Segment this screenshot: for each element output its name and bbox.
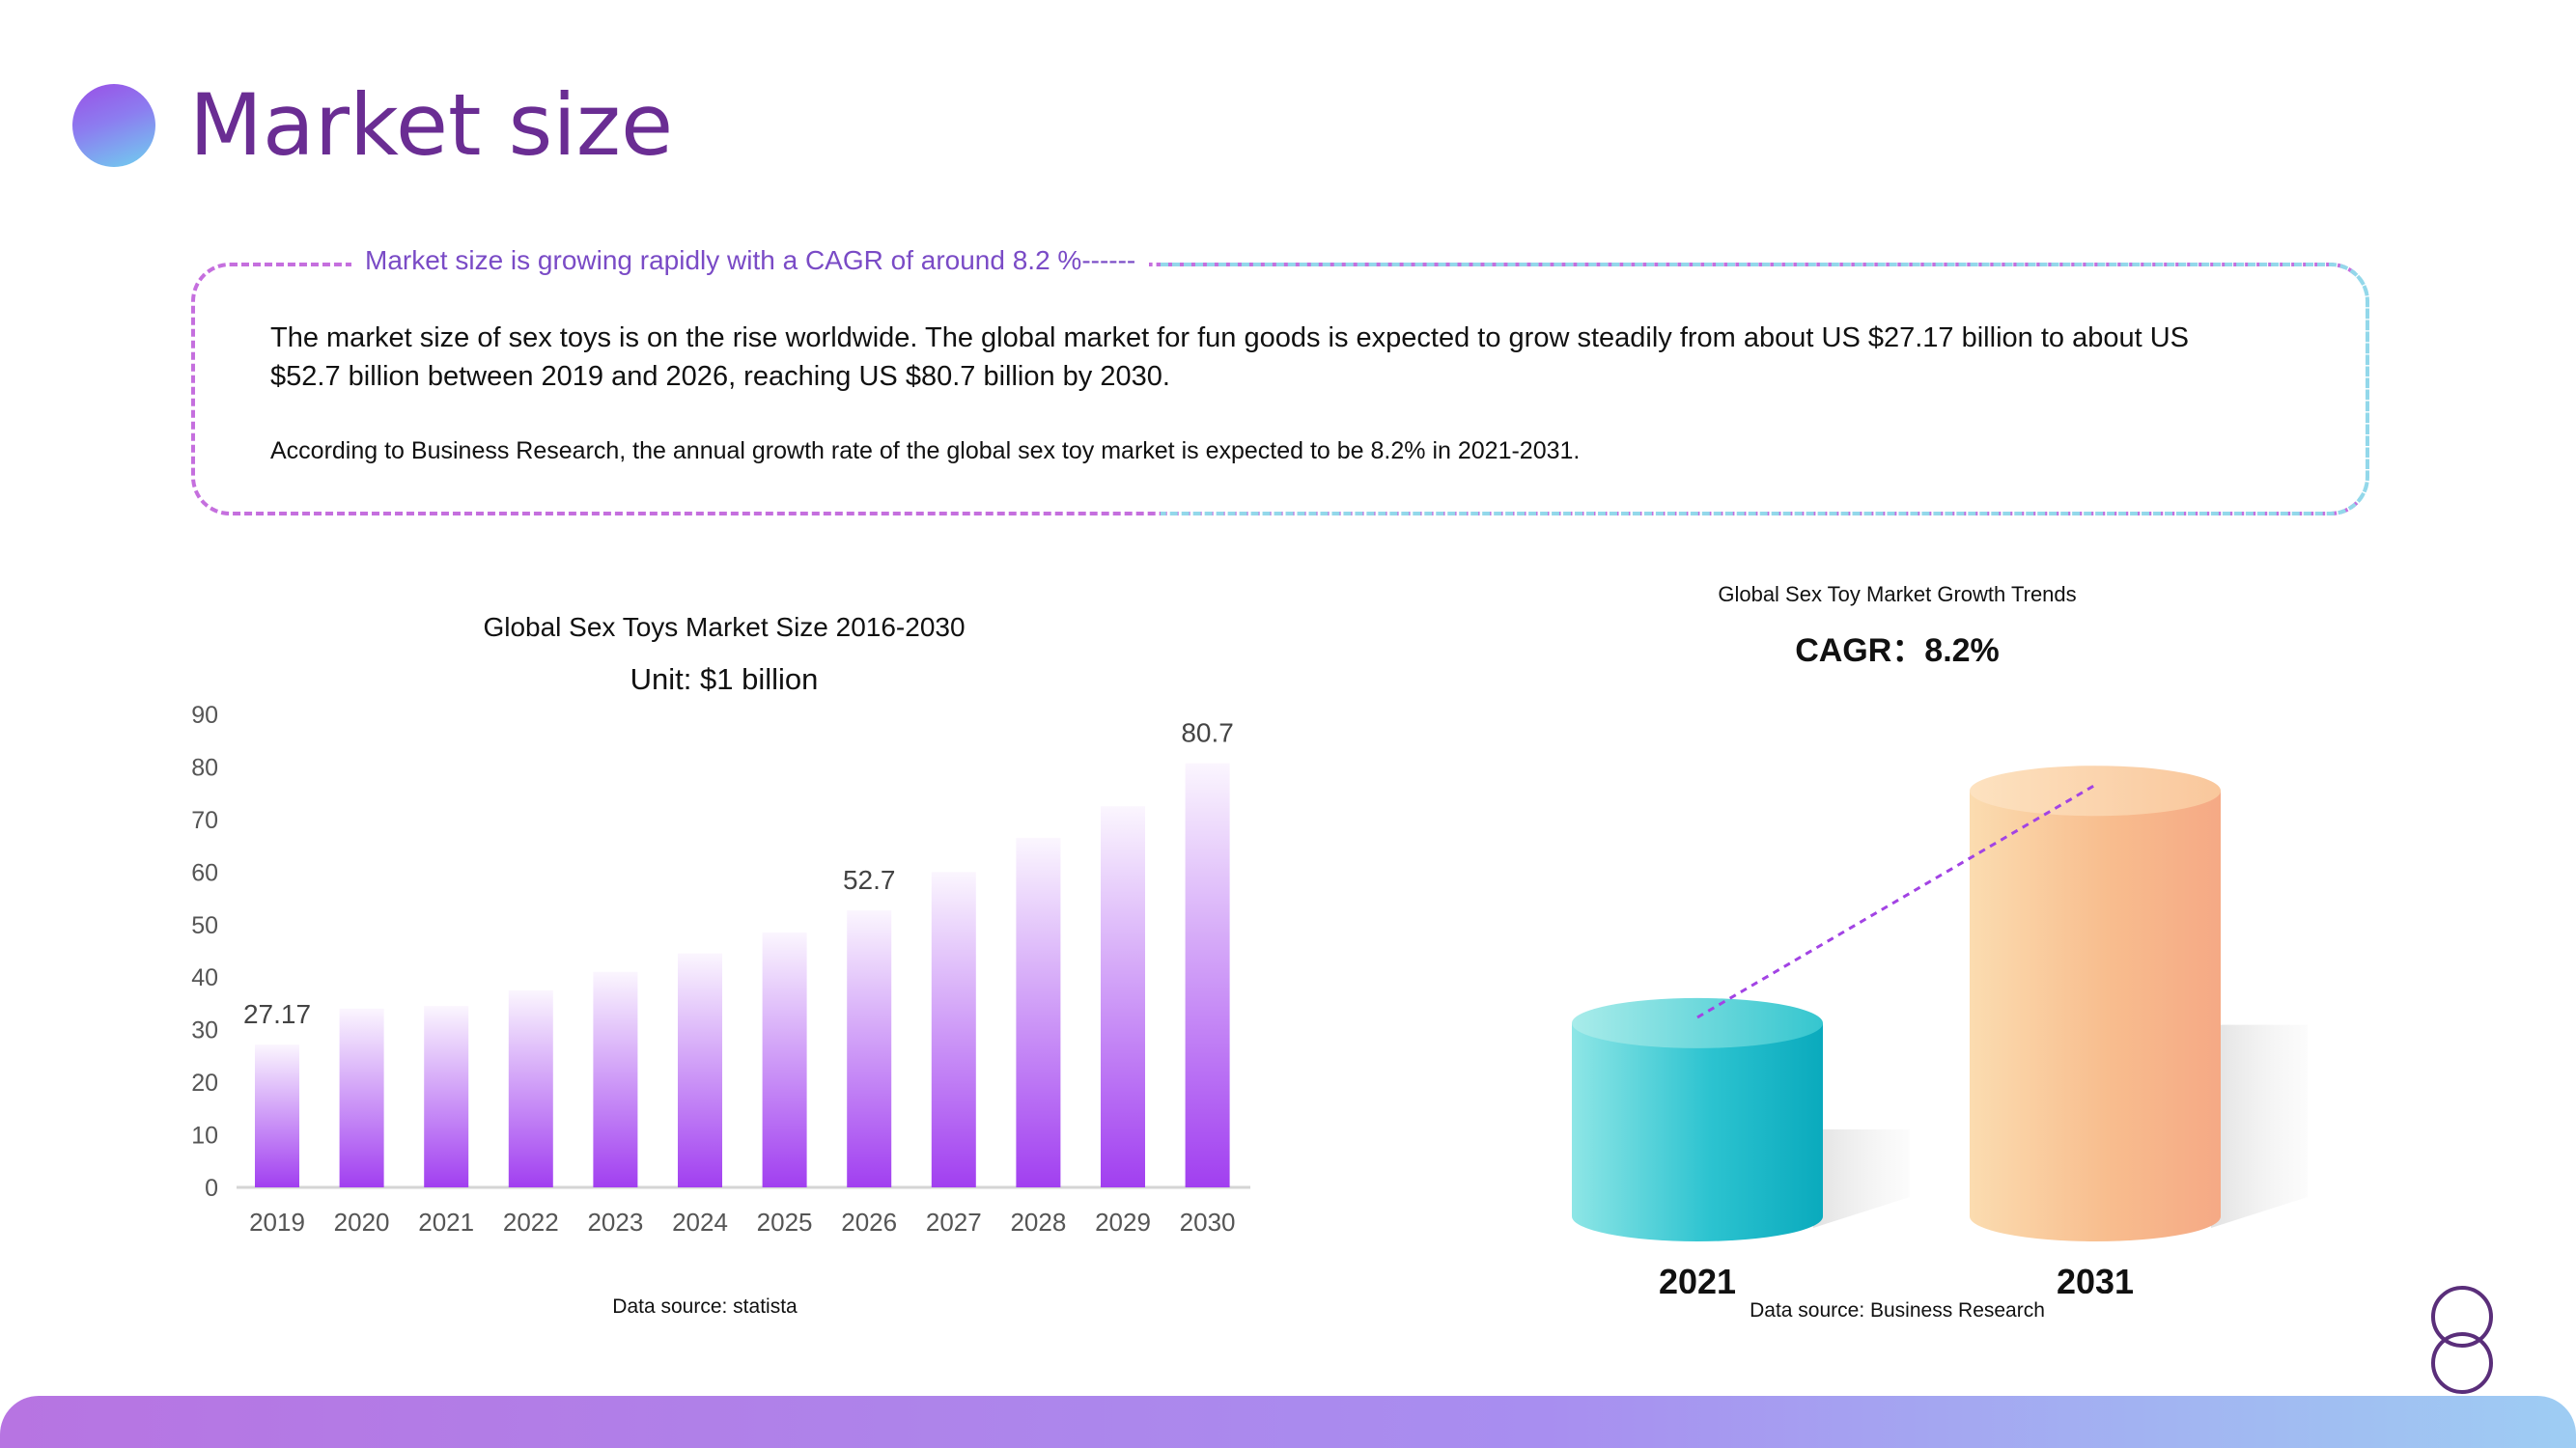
summary-paragraph-1: The market size of sex toys is on the ri… — [270, 322, 2189, 392]
bar — [1185, 763, 1230, 1187]
bar — [339, 1008, 384, 1187]
y-tick-label: 60 — [191, 859, 218, 886]
bar-chart-unit: Unit: $1 billion — [630, 662, 819, 696]
x-tick-label: 2021 — [418, 1208, 474, 1237]
bar — [593, 971, 638, 1187]
bar — [508, 989, 553, 1187]
cylinder-body — [1572, 1022, 1823, 1241]
cylinder-top — [1970, 766, 2221, 817]
y-tick-label: 70 — [191, 807, 218, 834]
bar — [424, 1006, 469, 1187]
summary-box — [191, 263, 2369, 515]
x-tick-label: 2019 — [249, 1208, 305, 1237]
x-tick-label: 2028 — [1010, 1208, 1066, 1237]
x-tick-label: 2023 — [587, 1208, 643, 1237]
cylinder-shadow — [1813, 1128, 1910, 1228]
cylinder-chart-source: Data source: Business Research — [1750, 1299, 2045, 1322]
cylinder-chart-title: Global Sex Toy Market Growth Trends — [1718, 582, 2077, 606]
summary-paragraph-2: According to Business Research, the annu… — [270, 437, 1581, 464]
bar — [255, 1044, 299, 1187]
cylinder-chart-cagr: CAGR：8.2% — [1795, 632, 2000, 669]
growth-trend-line — [1696, 783, 2096, 1019]
x-tick-label: 2020 — [334, 1208, 390, 1237]
summary-heading: Market size is growing rapidly with a CA… — [351, 243, 1150, 278]
x-tick-label: 2029 — [1095, 1208, 1151, 1237]
bar-chart-title: Global Sex Toys Market Size 2016-2030 — [483, 612, 966, 642]
bar — [678, 953, 722, 1187]
data-label: 80.7 — [1181, 718, 1234, 748]
x-tick-label: 2026 — [841, 1208, 897, 1237]
title-gradient-dot — [72, 84, 155, 167]
x-tick-label: 2030 — [1180, 1208, 1236, 1237]
cylinder-shadow — [2211, 1024, 2308, 1228]
bar — [762, 932, 807, 1187]
data-label: 52.7 — [843, 865, 896, 895]
y-tick-label: 20 — [191, 1070, 218, 1097]
y-tick-label: 10 — [191, 1123, 218, 1150]
data-label: 27.17 — [243, 999, 311, 1029]
y-tick-label: 80 — [191, 754, 218, 781]
cylinder-top — [1572, 997, 1823, 1048]
y-tick-label: 30 — [191, 1017, 218, 1044]
bar — [1016, 837, 1061, 1187]
bar — [931, 872, 976, 1187]
y-tick-label: 50 — [191, 912, 218, 939]
x-tick-label: 2024 — [672, 1208, 728, 1237]
bar — [1101, 806, 1145, 1187]
x-tick-label: 2025 — [757, 1208, 813, 1237]
y-tick-label: 40 — [191, 964, 218, 991]
cylinder-category-label: 2031 — [2057, 1262, 2134, 1294]
cylinder-chart: 2021 2031 — [1572, 766, 2308, 1294]
page-title: Market size — [189, 75, 674, 175]
x-tick-label: 2027 — [926, 1208, 982, 1237]
cylinder-body — [1970, 791, 2221, 1241]
y-tick-label: 0 — [205, 1175, 218, 1202]
bottom-gradient-band — [0, 1396, 2576, 1448]
x-tick-label: 2022 — [503, 1208, 559, 1237]
bar — [847, 910, 892, 1187]
y-tick-label: 90 — [191, 702, 218, 729]
double-ring-icon — [2431, 1286, 2493, 1394]
bar-chart-source: Data source: statista — [612, 1295, 798, 1318]
cylinder-category-label: 2021 — [1659, 1262, 1736, 1294]
